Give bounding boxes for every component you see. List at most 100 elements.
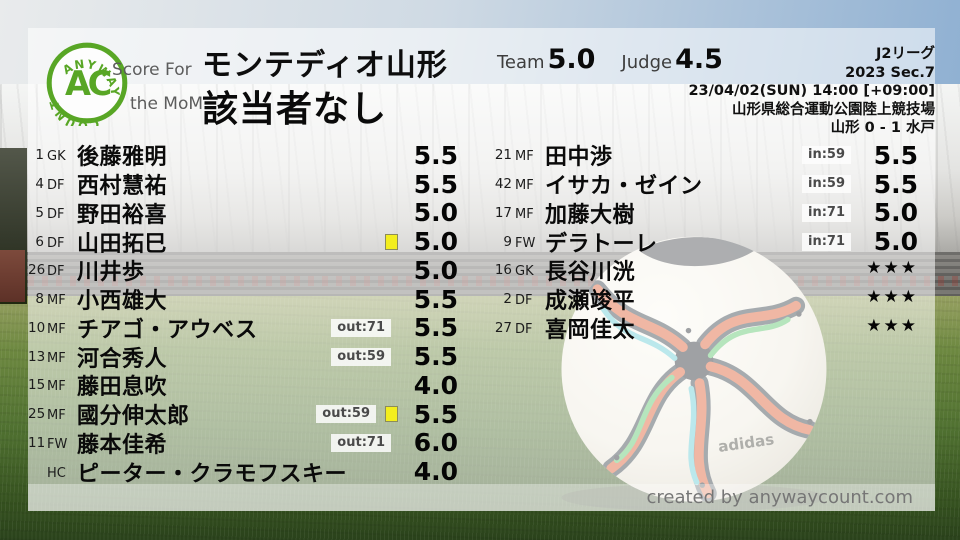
player-row: HC ピーター・クラモフスキー 4.0 (28, 457, 458, 487)
player-row: 27 DF 喜岡佳太 ★★★ (490, 314, 918, 343)
player-position: DF (515, 321, 533, 337)
player-rating: 5.5 (413, 169, 458, 199)
player-rating: 5.0 (413, 227, 458, 257)
foreground-red-object (0, 250, 25, 302)
player-position: GK (47, 149, 66, 165)
player-position: MF (47, 408, 66, 424)
player-rating: 5.5 (413, 313, 458, 343)
score-for-label: Score For (112, 60, 192, 80)
player-name: 西村慧祐 (77, 174, 168, 200)
judge-score-value: 4.5 (675, 44, 723, 75)
score-panel (28, 28, 935, 511)
substitution-badge: out:71 (331, 433, 391, 452)
player-name: 田中渉 (545, 145, 613, 171)
credit-bar (28, 484, 935, 511)
anywaycount-logo: ANYWAY COUNT AC (45, 40, 129, 133)
player-name: 藤田息吹 (77, 375, 168, 401)
player-name: 藤本佳希 (77, 432, 168, 458)
player-position: MF (515, 149, 534, 165)
player-number: 8 (35, 291, 44, 308)
team-score-label: Team (497, 52, 545, 73)
match-datetime: 23/04/02(SUN) 14:00 [+09:00] (688, 83, 935, 100)
player-row: 25 MF 國分伸太郎 out:59 5.5 (28, 399, 458, 430)
player-name: 國分伸太郎 (77, 404, 190, 430)
player-row: 2 DF 成瀬竣平 ★★★ (490, 285, 918, 314)
substitution-badge: in:59 (801, 146, 851, 165)
starting-lineup-column: 1 GK 後藤雅明 5.5 4 DF 西村慧祐 5.5 5 DF 野田裕喜 5.… (28, 140, 458, 487)
player-name: デラトーレ (545, 231, 658, 257)
player-name: 加藤大樹 (545, 202, 636, 228)
player-number: 10 (28, 319, 46, 336)
team-name: モンテディオ山形 (202, 48, 448, 83)
mom-value: 該当者なし (202, 89, 388, 130)
substitution-badge: in:71 (801, 203, 851, 222)
player-number: 4 (35, 176, 44, 193)
player-number: 25 (28, 406, 46, 423)
player-number: 27 (494, 319, 512, 336)
player-number: 5 (35, 204, 44, 221)
player-number: 21 (494, 147, 512, 164)
player-row: 13 MF 河合秀人 out:59 5.5 (28, 342, 458, 372)
player-row: 1 GK 後藤雅明 5.5 (28, 140, 458, 171)
player-name: 河合秀人 (77, 346, 168, 372)
player-position: GK (515, 264, 534, 280)
player-name: ピーター・クラモフスキー (77, 461, 348, 487)
player-rating: ★★★ (866, 315, 918, 336)
player-rating: 5.0 (413, 198, 458, 228)
substitution-badge: out:59 (331, 347, 391, 366)
player-position: FW (515, 235, 536, 251)
player-name: チアゴ・アウベス (77, 317, 258, 343)
player-number: 9 (503, 233, 512, 250)
player-name: 喜岡佳太 (545, 317, 636, 343)
player-row: 4 DF 西村慧祐 5.5 (28, 169, 458, 200)
player-row: 42 MF イサカ・ゼイン in:59 5.5 (490, 169, 918, 200)
player-row: 8 MF 小西雄大 5.5 (28, 284, 458, 315)
player-name: 野田裕喜 (77, 202, 168, 228)
match-info: J2リーグ 2023 Sec.7 23/04/02(SUN) 14:00 [+0… (688, 45, 935, 138)
substitution-badge: out:71 (331, 318, 391, 337)
mom-label: the MoM (130, 94, 204, 114)
player-position: MF (47, 321, 66, 337)
player-number: 13 (28, 348, 46, 365)
player-rating: 5.0 (873, 227, 918, 257)
team-judge-scores: Team 5.0 Judge 4.5 (497, 44, 723, 75)
player-number: 6 (35, 233, 44, 250)
player-name: 後藤雅明 (77, 145, 168, 171)
logo-monogram: AC (65, 64, 111, 103)
player-number: 2 (503, 291, 512, 308)
player-rating: 5.0 (413, 255, 458, 285)
player-rating: 5.5 (413, 399, 458, 429)
player-position: HC (47, 465, 66, 481)
player-position: MF (47, 350, 66, 366)
player-position: DF (47, 178, 65, 194)
league-name: J2リーグ (876, 46, 935, 62)
player-row: 5 DF 野田裕喜 5.0 (28, 198, 458, 228)
player-number: 11 (28, 434, 46, 451)
player-rating: 5.5 (873, 169, 918, 199)
player-name: 山田拓巳 (77, 231, 168, 257)
player-row: 15 MF 藤田息吹 4.0 (28, 371, 458, 401)
player-name: イサカ・ゼイン (545, 174, 703, 200)
player-number: 1 (35, 147, 44, 164)
player-rating: 5.5 (413, 140, 458, 170)
player-position: DF (47, 235, 65, 251)
player-position: MF (515, 178, 534, 194)
player-number: 26 (28, 262, 46, 279)
player-row: 26 DF 川井歩 5.0 (28, 255, 458, 286)
player-row: 9 FW デラトーレ in:71 5.0 (490, 227, 918, 257)
player-row: 17 MF 加藤大樹 in:71 5.0 (490, 198, 918, 228)
substitutes-column: 21 MF 田中渉 in:59 5.5 42 MF イサカ・ゼイン in:59 … (490, 140, 918, 343)
player-rating: 5.5 (873, 140, 918, 170)
substitution-badge: in:59 (801, 175, 851, 194)
player-row: 6 DF 山田拓巳 5.0 (28, 227, 458, 257)
player-name: 長谷川洸 (545, 260, 636, 286)
player-name: 成瀬竣平 (545, 289, 636, 315)
player-number: 17 (494, 204, 512, 221)
venue-name: 山形県総合運動公園陸上競技場 (732, 101, 935, 118)
player-row: 16 GK 長谷川洸 ★★★ (490, 256, 918, 285)
player-rating: 5.5 (413, 284, 458, 314)
player-name: 小西雄大 (77, 289, 168, 315)
season-section: 2023 Sec.7 (845, 64, 935, 81)
player-row: 11 FW 藤本佳希 out:71 6.0 (28, 428, 458, 458)
